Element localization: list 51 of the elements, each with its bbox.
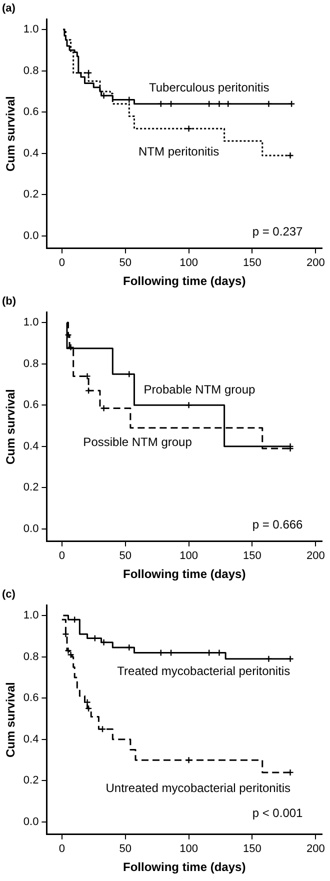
series-label: Probable NTM group — [144, 382, 256, 396]
annotation: p = 0.237 — [252, 224, 304, 239]
series-label: NTM peritonitis — [138, 144, 220, 158]
y-tick-label: 1.0 — [23, 610, 39, 622]
x-tick-label: 0 — [58, 843, 65, 856]
series-label: Possible NTM group — [83, 435, 192, 450]
y-tick-label: 0.0 — [23, 816, 39, 828]
y-tick-label: 1.0 — [23, 316, 39, 329]
x-axis-title: Following time (days) — [123, 274, 246, 288]
x-tick-label: 200 — [306, 257, 325, 270]
x-tick-label: 0 — [58, 257, 65, 270]
x-tick-label: 200 — [306, 843, 325, 856]
x-tick-label: 100 — [180, 257, 198, 270]
series-label: Tuberculous peritonitis — [148, 80, 270, 94]
x-tick-label: 0 — [58, 550, 65, 562]
y-axis-title: Cum survival — [4, 389, 18, 464]
y-tick-label: 0.6 — [23, 399, 39, 412]
y-tick-label: 0.0 — [23, 523, 39, 536]
x-tick-label: 150 — [243, 550, 262, 562]
y-tick-label: 0.6 — [23, 106, 39, 118]
y-tick-label: 0.8 — [23, 650, 39, 663]
y-tick-label: 0.6 — [23, 692, 39, 704]
annotation: p = 0.666 — [252, 518, 304, 532]
x-axis-title: Following time (days) — [123, 567, 246, 582]
x-tick-label: 50 — [119, 550, 132, 562]
x-tick-label: 150 — [243, 843, 262, 856]
chart-title: (c) — [2, 588, 16, 601]
chart-title: (a) — [2, 2, 16, 15]
x-tick-label: 50 — [119, 843, 132, 856]
y-tick-label: 0.4 — [23, 733, 39, 746]
y-tick-label: 0.2 — [23, 774, 39, 787]
y-tick-label: 0.8 — [23, 64, 39, 77]
y-tick-label: 0.8 — [23, 358, 39, 370]
x-axis-title: Following time (days) — [123, 860, 246, 874]
x-tick-label: 200 — [306, 550, 325, 562]
y-tick-label: 0.0 — [23, 230, 39, 242]
x-tick-label: 100 — [180, 550, 198, 562]
series-label: Untreated mycobacterial peritonitis — [106, 780, 290, 795]
series-label: Treated mycobacterial peritonitis — [117, 664, 290, 678]
x-tick-label: 150 — [243, 257, 262, 270]
y-tick-label: 0.2 — [23, 188, 39, 201]
x-tick-label: 50 — [119, 257, 132, 270]
annotation: p < 0.001 — [252, 806, 304, 820]
y-tick-label: 0.2 — [23, 482, 39, 494]
y-tick-label: 1.0 — [23, 24, 39, 36]
y-axis-title: Cum survival — [4, 682, 18, 758]
y-tick-label: 0.4 — [23, 440, 39, 452]
y-tick-label: 0.4 — [23, 147, 39, 160]
y-axis-title: Cum survival — [4, 96, 18, 172]
chart-title: (b) — [2, 296, 16, 308]
x-tick-label: 100 — [180, 843, 198, 856]
